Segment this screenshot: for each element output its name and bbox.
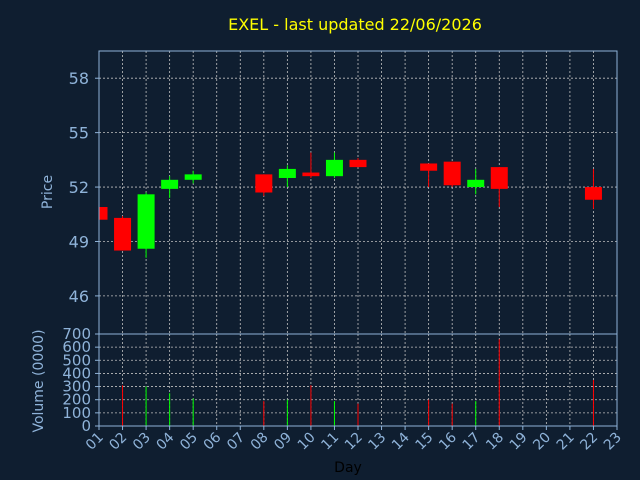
volume-tick-label: 400	[62, 364, 91, 382]
candle	[161, 176, 179, 198]
price-y-ticks: 46 49 52 55 58	[69, 69, 99, 306]
candle-body	[349, 159, 367, 168]
price-tick-label: 49	[69, 232, 89, 251]
candle-body	[278, 168, 296, 178]
candle	[443, 161, 461, 188]
candle	[255, 174, 273, 197]
candle-body	[584, 187, 602, 200]
candle	[184, 170, 202, 184]
price-axis-label: Price	[40, 175, 56, 209]
candle-body	[443, 161, 461, 186]
volume-tick-label: 200	[62, 391, 91, 409]
x-axis-label: Day	[334, 460, 362, 476]
candle-body	[137, 194, 155, 249]
price-tick-label: 52	[69, 178, 89, 197]
candle	[584, 168, 602, 209]
candle-body	[99, 207, 108, 220]
price-tick-label: 55	[69, 124, 89, 143]
candle	[302, 152, 320, 178]
candle	[278, 165, 296, 188]
candle-body	[255, 174, 273, 193]
volume-bars	[122, 339, 594, 426]
candle	[114, 216, 132, 251]
candle	[490, 167, 508, 208]
candle-body	[161, 179, 179, 189]
volume-tick-label: 300	[62, 378, 91, 396]
volume-axis-label: Volume (0000)	[31, 329, 47, 432]
candle-body	[114, 217, 132, 251]
volume-tick-label: 600	[62, 338, 91, 356]
candle-body	[184, 174, 202, 180]
candle	[467, 168, 485, 195]
volume-tick-label: 500	[62, 351, 91, 369]
volume-tick-label: 100	[62, 404, 91, 422]
price-tick-label: 46	[69, 287, 89, 306]
candle-body	[467, 179, 485, 188]
candle	[349, 158, 367, 168]
candle-body	[325, 159, 343, 177]
candle-body	[302, 172, 320, 177]
candle-body	[420, 163, 438, 171]
volume-tick-label: 700	[62, 325, 91, 343]
price-tick-label: 58	[69, 69, 89, 88]
price-candles	[98, 152, 602, 258]
candle	[325, 152, 343, 178]
candle-body	[490, 167, 508, 189]
chart-title: EXEL - last updated 22/06/2026	[228, 15, 482, 34]
candle	[420, 163, 438, 188]
volume-tick-label: 0	[81, 417, 91, 435]
candle	[137, 192, 155, 258]
